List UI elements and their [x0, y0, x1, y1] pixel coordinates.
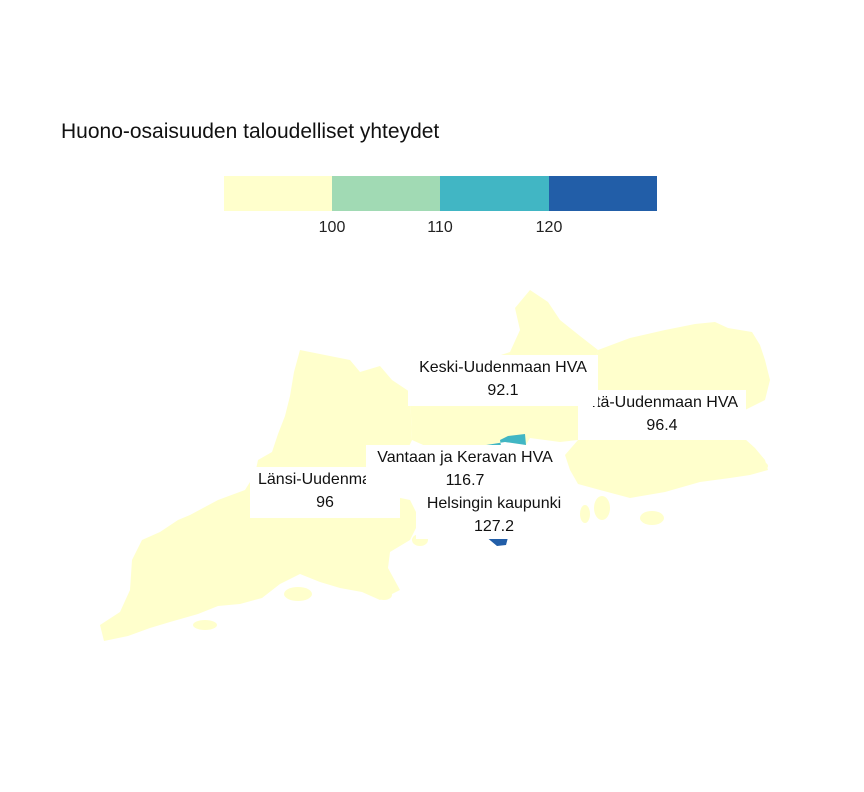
- label-lansi-uusimaa: Länsi-Uudenmaan HVA 96: [250, 467, 400, 518]
- label-vantaa-name: Vantaan ja Keravan HVA: [377, 449, 553, 466]
- legend-tick-110: 110: [427, 219, 453, 236]
- label-keski-name: Keski-Uudenmaan HVA: [419, 359, 587, 376]
- label-ita-value: 96.4: [646, 417, 678, 434]
- island-west-1: [284, 587, 312, 601]
- label-helsinki-name: Helsingin kaupunki: [426, 495, 562, 512]
- legend-tick-100: 100: [318, 219, 346, 236]
- label-keski-uusimaa: Keski-Uudenmaan HVA 92.1: [408, 355, 598, 406]
- label-keski-value: 92.1: [487, 382, 519, 399]
- legend-bin-100-110: [332, 176, 440, 211]
- label-lansi-value: 96: [316, 494, 334, 511]
- island-east-3: [580, 505, 590, 523]
- island-east-2: [594, 496, 610, 520]
- map-title: Huono-osaisuuden taloudelliset yhteydet: [61, 120, 440, 143]
- color-legend: [224, 176, 657, 211]
- legend-bin-high: [549, 176, 657, 211]
- legend-bin-low: [224, 176, 332, 211]
- label-helsinki-value: 127.2: [473, 518, 515, 535]
- label-vantaa-kerava: Vantaan ja Keravan HVA 116.7: [366, 445, 564, 494]
- label-ita-name: Itä-Uudenmaan HVA: [591, 394, 738, 411]
- legend-bin-110-120: [440, 176, 549, 211]
- label-ita-uusimaa: Itä-Uudenmaan HVA 96.4: [578, 390, 746, 440]
- label-helsinki: Helsingin kaupunki 127.2: [416, 491, 572, 539]
- island-west-2: [193, 620, 217, 630]
- legend-tick-120: 120: [535, 219, 563, 236]
- island-east-4: [748, 461, 768, 471]
- island-west-3: [376, 590, 392, 600]
- label-vantaa-value: 116.7: [445, 472, 485, 489]
- island-east-1: [640, 511, 664, 525]
- label-lansi-name: Länsi-Uudenmaan HVA: [258, 471, 400, 488]
